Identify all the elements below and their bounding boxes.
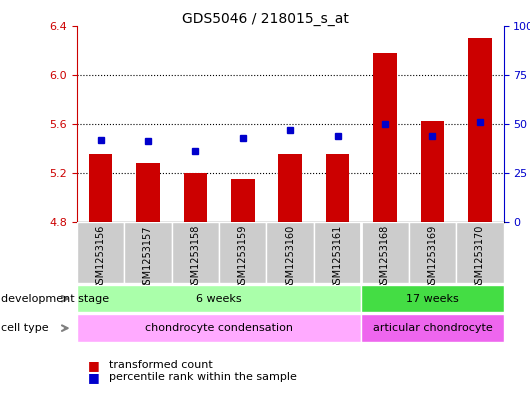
Text: GSM1253159: GSM1253159 <box>238 225 248 290</box>
Bar <box>77 222 124 283</box>
Bar <box>136 163 160 222</box>
Bar <box>231 179 254 222</box>
Text: development stage: development stage <box>1 294 109 304</box>
Bar <box>373 53 397 222</box>
Bar <box>77 285 361 312</box>
Bar <box>77 314 361 342</box>
Text: GSM1253156: GSM1253156 <box>95 225 105 290</box>
Text: percentile rank within the sample: percentile rank within the sample <box>109 372 296 382</box>
Bar <box>183 173 207 222</box>
Text: GDS5046 / 218015_s_at: GDS5046 / 218015_s_at <box>182 12 348 26</box>
Text: 6 weeks: 6 weeks <box>196 294 242 304</box>
Text: GSM1253168: GSM1253168 <box>380 225 390 290</box>
Bar <box>124 222 172 283</box>
Bar <box>89 154 112 222</box>
Bar <box>172 222 219 283</box>
Bar <box>326 154 349 222</box>
Text: transformed count: transformed count <box>109 360 213 371</box>
Text: GSM1253158: GSM1253158 <box>190 225 200 290</box>
Bar <box>468 38 492 222</box>
Bar <box>314 222 361 283</box>
Text: articular chondrocyte: articular chondrocyte <box>373 323 492 333</box>
Bar <box>361 314 504 342</box>
Text: GSM1253157: GSM1253157 <box>143 225 153 290</box>
Text: ■: ■ <box>87 371 99 384</box>
Bar <box>361 222 409 283</box>
Bar <box>267 222 314 283</box>
Text: GSM1253169: GSM1253169 <box>427 225 437 290</box>
Bar <box>420 121 444 222</box>
Text: GSM1253170: GSM1253170 <box>475 225 485 290</box>
Bar <box>361 285 504 312</box>
Bar <box>456 222 503 283</box>
Text: ■: ■ <box>87 359 99 372</box>
Bar <box>409 222 456 283</box>
Text: GSM1253160: GSM1253160 <box>285 225 295 290</box>
Text: cell type: cell type <box>1 323 49 333</box>
Bar <box>219 222 267 283</box>
Text: 17 weeks: 17 weeks <box>406 294 459 304</box>
Text: chondrocyte condensation: chondrocyte condensation <box>145 323 293 333</box>
Text: GSM1253161: GSM1253161 <box>333 225 342 290</box>
Bar <box>278 154 302 222</box>
